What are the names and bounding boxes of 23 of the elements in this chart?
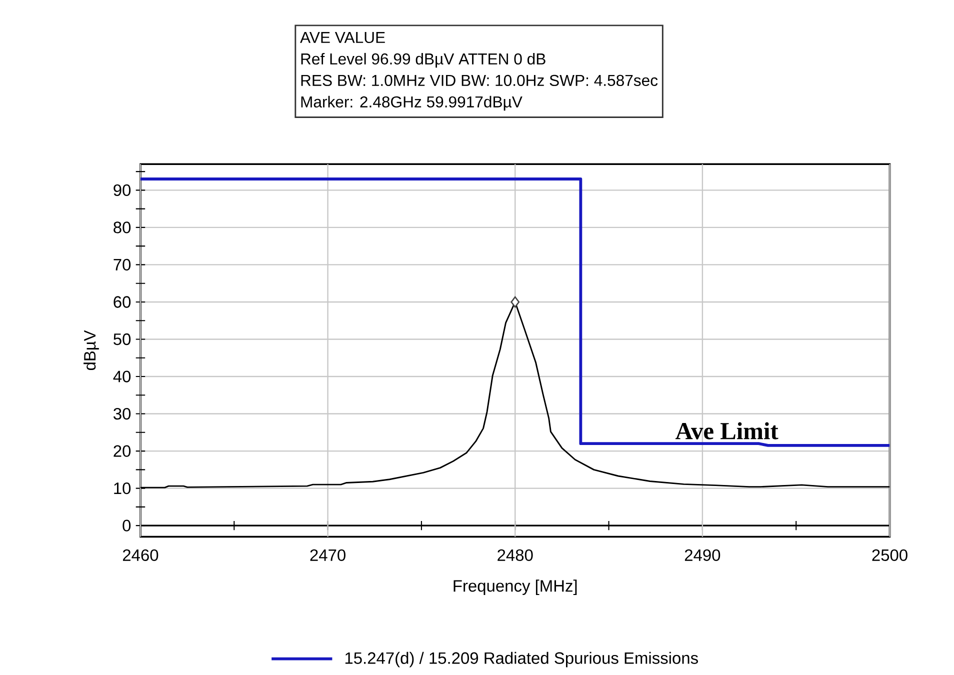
y-tick-label: 20 (114, 445, 131, 457)
x-tick-label: 2460 (122, 549, 158, 561)
y-tick-label: 40 (113, 370, 131, 382)
y-tick-label: 10 (114, 482, 131, 494)
x-tick-label: 2470 (310, 549, 346, 561)
y-tick-label: 30 (114, 408, 131, 420)
x-tick-label: 2490 (684, 549, 720, 561)
y-tick-label: 0 (122, 520, 131, 532)
x-tick-label: 2480 (498, 549, 533, 561)
chart-title: AVE VALUE (300, 32, 385, 43)
text: Marker: 2.48GHz 59.9917dBµV (301, 96, 522, 111)
annotation: Ave Limit (675, 422, 778, 440)
y-axis-title: dBµV (84, 330, 99, 370)
legend-label: 15.247(d) / 15.209 Radiated Spurious Emissions (345, 652, 698, 668)
y-tick-label: 50 (114, 333, 131, 346)
text: RES BW: 1.0MHz VID BW: 10.0Hz SWP: 4.587sec (301, 74, 658, 86)
x-tick-label: 2500 (872, 549, 908, 561)
text: Ref Level 96.99 dBµV ATTEN 0 dB (301, 52, 546, 68)
y-tick-label: 90 (114, 184, 131, 196)
y-tick-label: 60 (114, 296, 131, 308)
x-axis-title: Frequency [MHz] (454, 580, 577, 595)
y-tick-label: 70 (114, 258, 131, 270)
y-tick-label: 80 (114, 222, 131, 234)
